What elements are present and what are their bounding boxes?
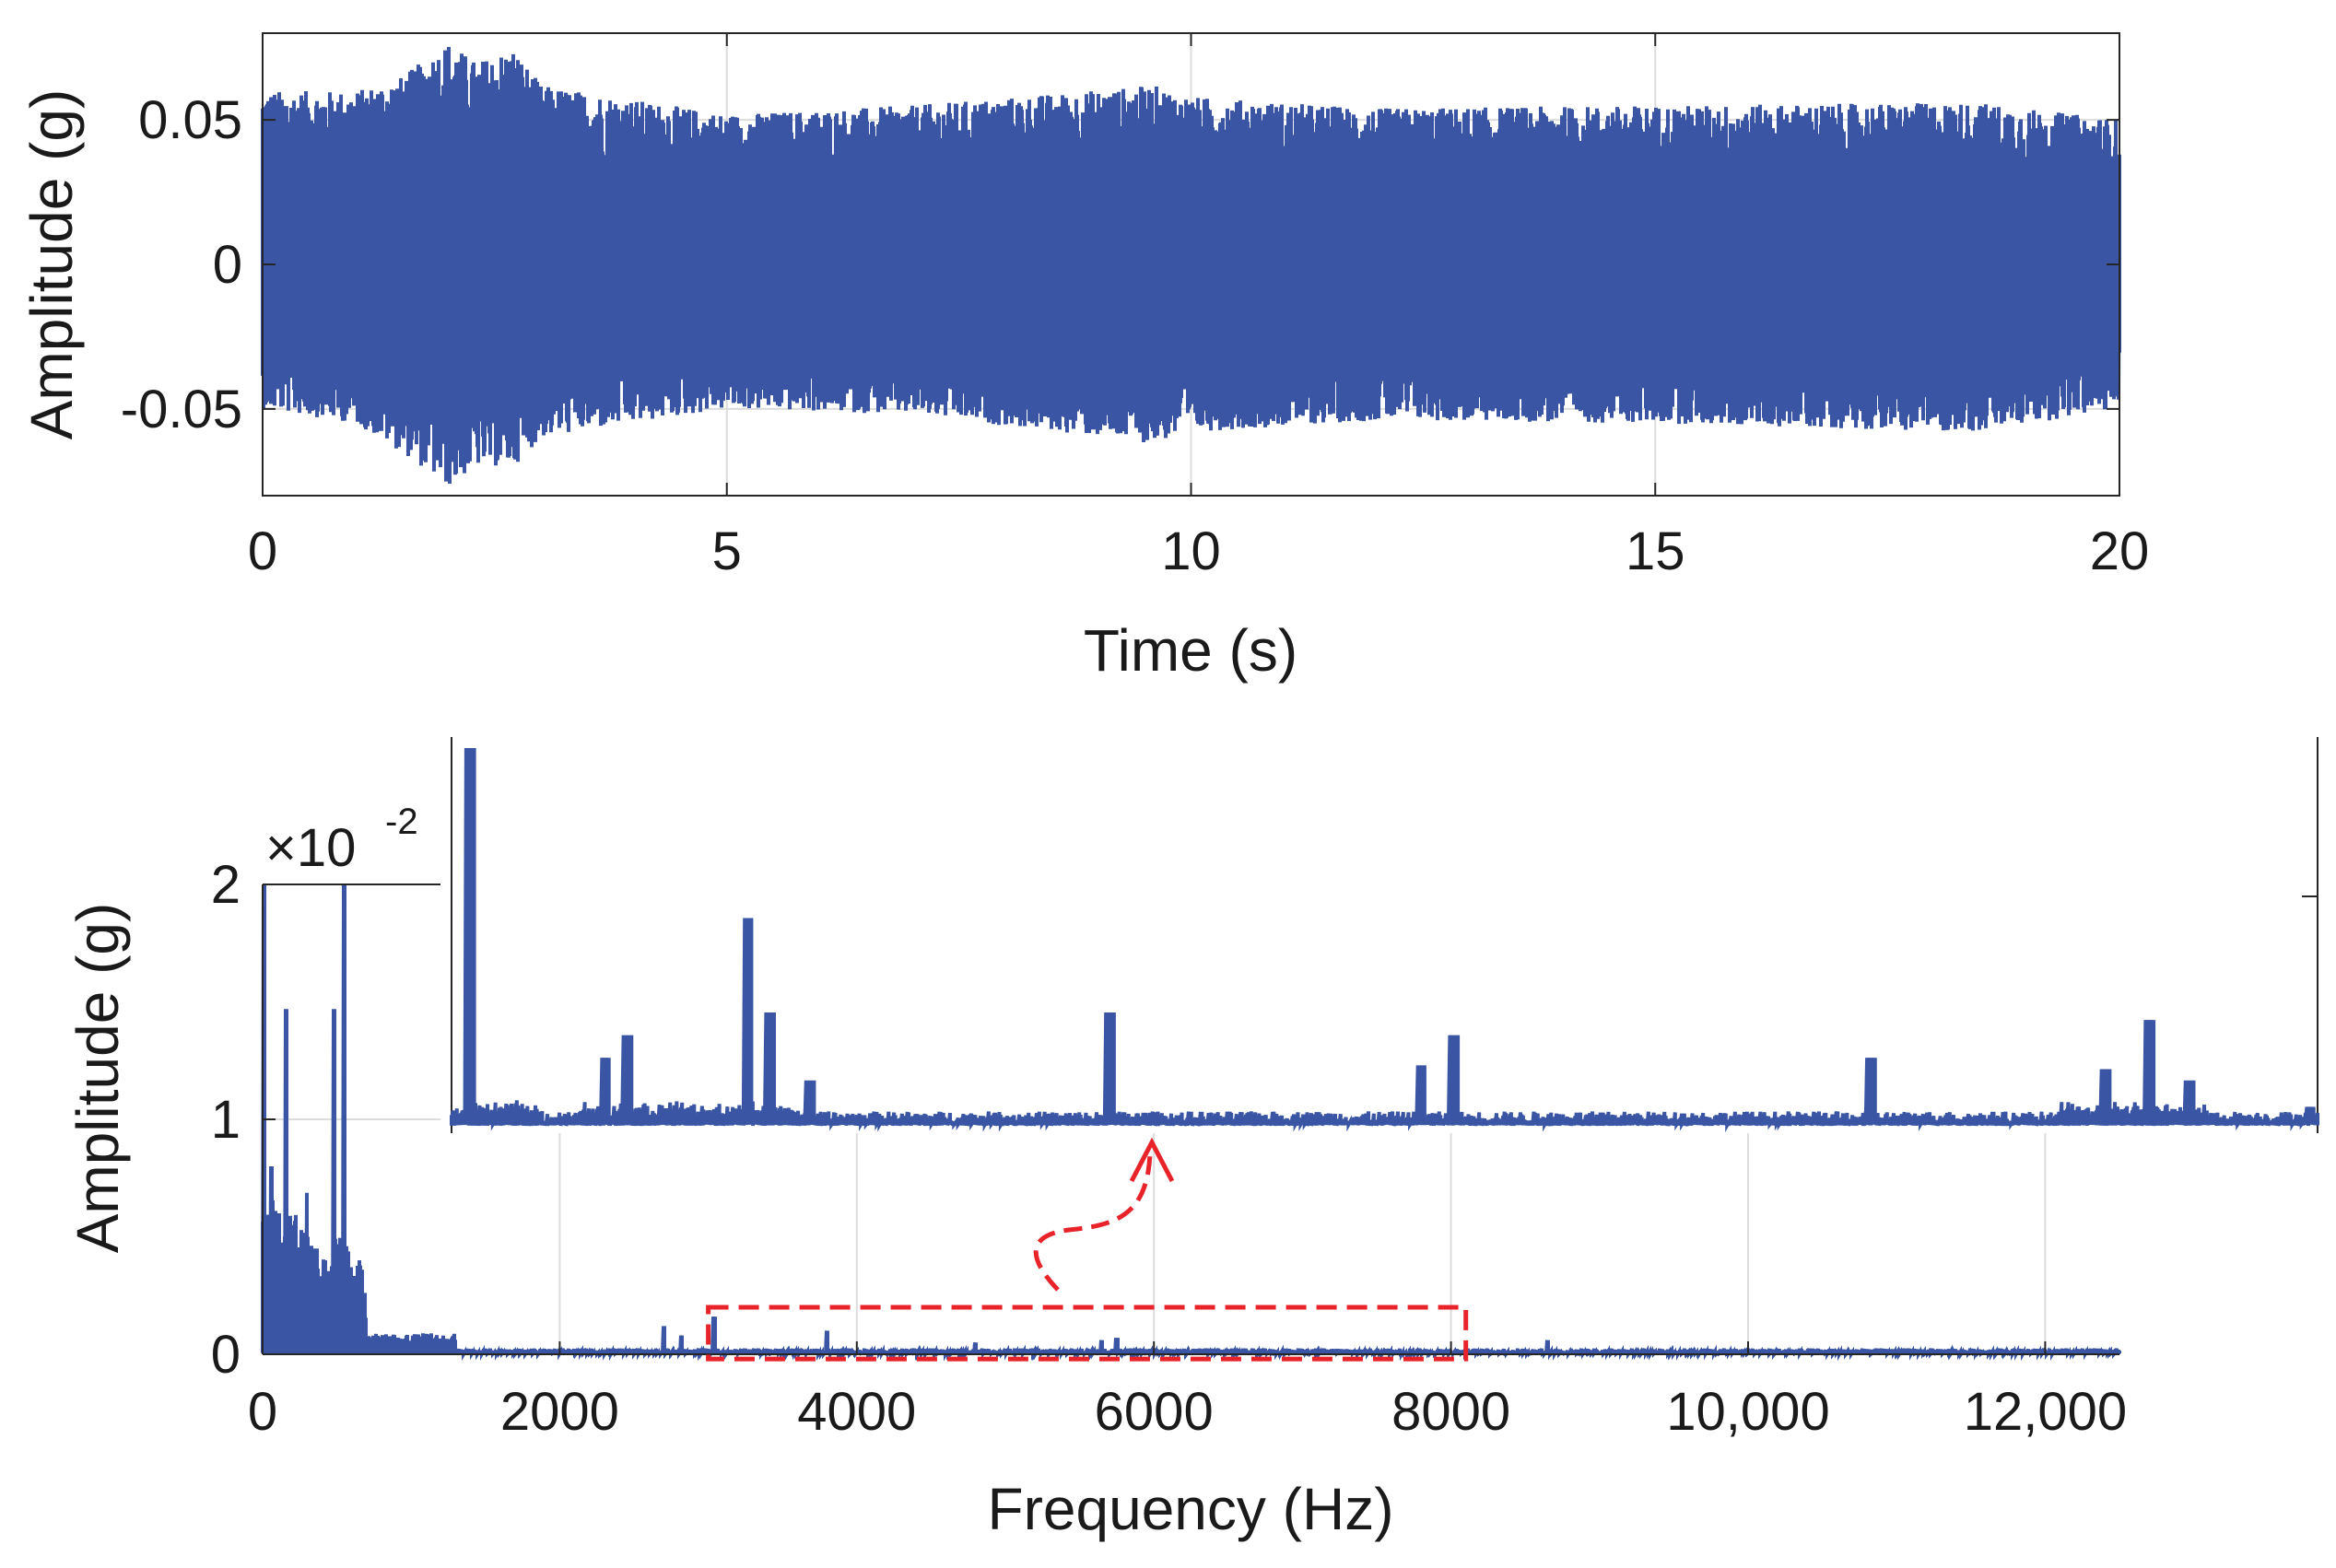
bottom-x-tick-label: 4000 — [797, 1382, 916, 1442]
y-multiplier-exponent: -2 — [385, 802, 418, 842]
inset-spectrum-trace — [450, 747, 2319, 1133]
top-x-tick-label: 20 — [2090, 521, 2150, 581]
bottom-x-tick-label: 8000 — [1391, 1382, 1510, 1442]
top-x-ticks: 0 5 10 15 20 — [248, 33, 2149, 581]
top-x-tick-label: 5 — [712, 521, 742, 581]
time-signal-path — [261, 46, 2121, 485]
bottom-y-ticks: 0 1 2 — [211, 855, 276, 1385]
highlight-region-box — [706, 1305, 1469, 1362]
bottom-x-axis-title: Frequency (Hz) — [988, 1476, 1394, 1542]
inset-spectrum-path — [450, 747, 2319, 1133]
inset-zoom-panel — [440, 732, 2320, 1133]
top-y-ticks: -0.05 0 0.05 — [121, 90, 2119, 439]
bottom-y-tick-label: 1 — [211, 1090, 241, 1150]
top-x-tick-label: 10 — [1161, 521, 1221, 581]
frequency-panel: 0 2000 4000 6000 8000 10,000 12,000 0 1 2 ×10 -2… — [65, 732, 2320, 1542]
y-multiplier-label: ×10 — [265, 818, 356, 878]
inset-background — [440, 732, 2320, 1133]
bottom-x-ticks: 0 2000 4000 6000 8000 10,000 12,000 — [248, 1341, 2127, 1442]
bottom-x-tick-label: 2000 — [500, 1382, 619, 1442]
top-y-tick-label: -0.05 — [121, 380, 242, 439]
top-x-tick-label: 15 — [1626, 521, 1685, 581]
top-y-tick-label: 0 — [213, 235, 242, 295]
bottom-x-tick-label: 10,000 — [1666, 1382, 1829, 1442]
time-signal-trace — [261, 46, 2121, 485]
top-y-tick-label: 0.05 — [138, 90, 242, 150]
bottom-y-tick-label: 0 — [211, 1325, 241, 1385]
top-x-axis-title: Time (s) — [1084, 617, 1297, 684]
zoom-arrow-head — [1129, 1137, 1175, 1183]
bottom-x-tick-label: 0 — [248, 1382, 277, 1442]
top-y-axis-title: Amplitude (g) — [18, 89, 85, 440]
time-domain-panel: 0 5 10 15 20 -0.05 0 0.05 Time (s) Amplitude (… — [18, 32, 2149, 684]
top-x-tick-label: 0 — [248, 521, 277, 581]
zoom-arrow — [1033, 1153, 1153, 1292]
bottom-y-axis-title: Amplitude (g) — [65, 903, 131, 1254]
bottom-y-tick-label: 2 — [211, 855, 241, 915]
bottom-x-tick-label: 6000 — [1095, 1382, 1214, 1442]
bottom-x-tick-label: 12,000 — [1964, 1382, 2127, 1442]
